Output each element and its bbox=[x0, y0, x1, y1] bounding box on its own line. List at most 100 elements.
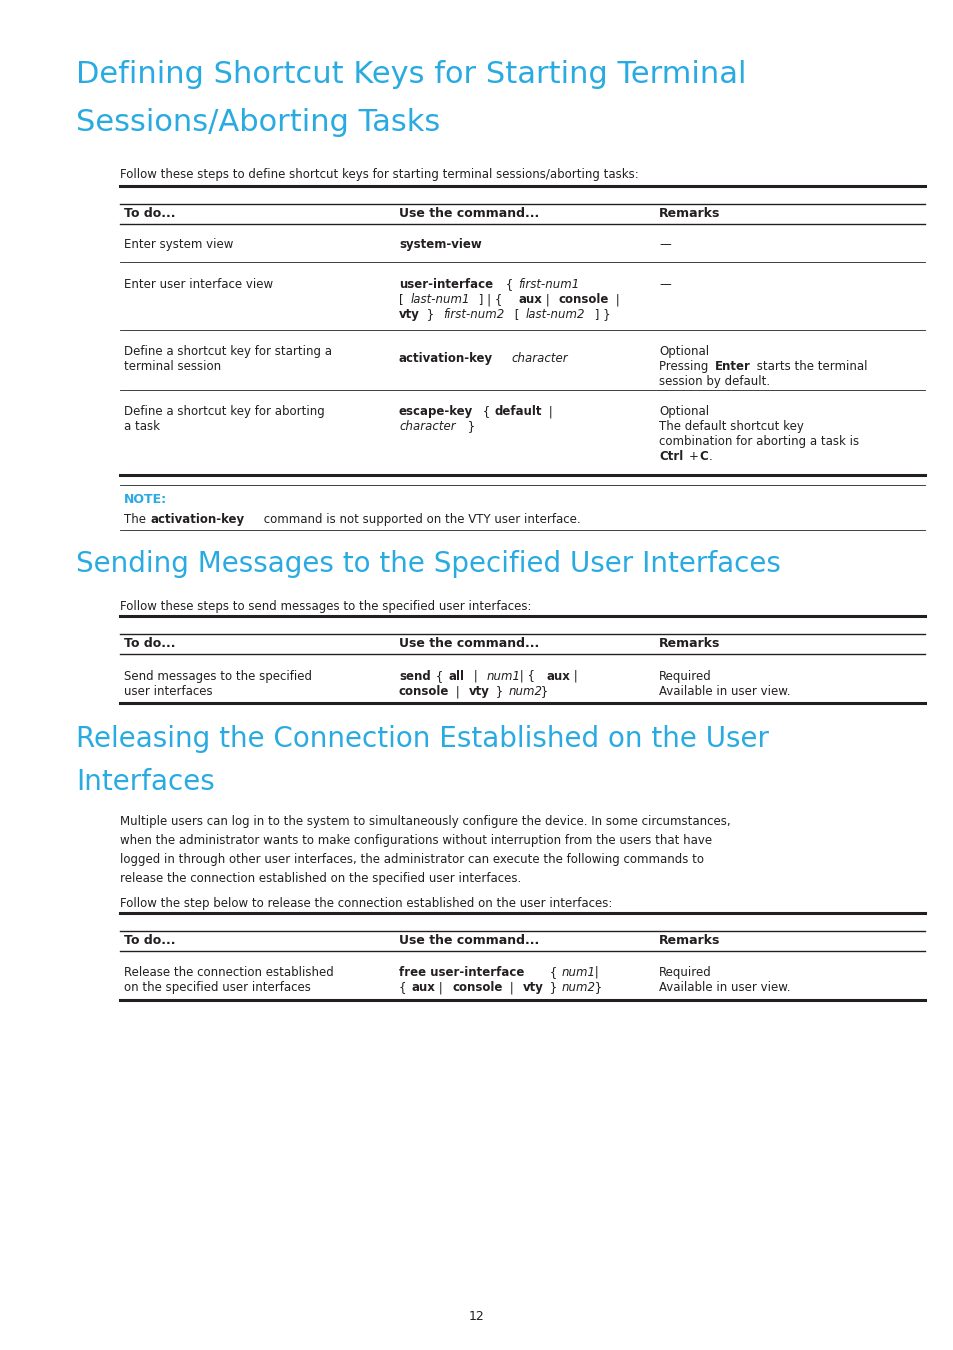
Text: Releasing the Connection Established on the User: Releasing the Connection Established on … bbox=[76, 725, 768, 753]
Text: console: console bbox=[398, 684, 449, 698]
Text: num1: num1 bbox=[561, 967, 596, 979]
Text: starts the terminal: starts the terminal bbox=[752, 360, 866, 373]
Text: ] | {: ] | { bbox=[475, 293, 506, 306]
Text: }: } bbox=[463, 420, 475, 433]
Text: +: + bbox=[688, 450, 699, 463]
Text: terminal session: terminal session bbox=[124, 360, 221, 373]
Text: Use the command...: Use the command... bbox=[398, 934, 538, 946]
Text: release the connection established on the specified user interfaces.: release the connection established on th… bbox=[120, 872, 520, 886]
Text: }: } bbox=[422, 308, 437, 321]
Text: aux: aux bbox=[546, 670, 570, 683]
Text: console: console bbox=[558, 293, 609, 306]
Text: Remarks: Remarks bbox=[659, 207, 720, 220]
Text: Sending Messages to the Specified User Interfaces: Sending Messages to the Specified User I… bbox=[76, 549, 781, 578]
Text: Multiple users can log in to the system to simultaneously configure the device. : Multiple users can log in to the system … bbox=[120, 815, 730, 828]
Text: }: } bbox=[590, 981, 601, 994]
Text: —: — bbox=[659, 278, 670, 292]
Text: —: — bbox=[659, 238, 670, 251]
Text: Enter user interface view: Enter user interface view bbox=[124, 278, 273, 292]
Text: first-num2: first-num2 bbox=[442, 308, 504, 321]
Text: {: { bbox=[545, 967, 560, 979]
Text: Follow the step below to release the connection established on the user interfac: Follow the step below to release the con… bbox=[120, 896, 612, 910]
Text: when the administrator wants to make configurations without interruption from th: when the administrator wants to make con… bbox=[120, 834, 711, 846]
Text: |: | bbox=[569, 670, 578, 683]
Text: To do...: To do... bbox=[124, 637, 175, 649]
Text: |: | bbox=[544, 405, 552, 418]
Text: ] }: ] } bbox=[590, 308, 610, 321]
Text: Define a shortcut key for aborting: Define a shortcut key for aborting bbox=[124, 405, 324, 418]
Text: Optional: Optional bbox=[659, 405, 708, 418]
Text: 12: 12 bbox=[469, 1310, 484, 1323]
Text: |: | bbox=[541, 293, 553, 306]
Text: [: [ bbox=[398, 293, 407, 306]
Text: The default shortcut key: The default shortcut key bbox=[659, 420, 803, 433]
Text: |: | bbox=[452, 684, 463, 698]
Text: .: . bbox=[708, 450, 712, 463]
Text: Remarks: Remarks bbox=[659, 637, 720, 649]
Text: vty: vty bbox=[398, 308, 419, 321]
Text: vty: vty bbox=[522, 981, 543, 994]
Text: Available in user view.: Available in user view. bbox=[659, 684, 790, 698]
Text: session by default.: session by default. bbox=[659, 375, 769, 387]
Text: Enter system view: Enter system view bbox=[124, 238, 233, 251]
Text: | {: | { bbox=[516, 670, 538, 683]
Text: NOTE:: NOTE: bbox=[124, 493, 167, 506]
Text: |: | bbox=[612, 293, 619, 306]
Text: Available in user view.: Available in user view. bbox=[659, 981, 790, 994]
Text: Use the command...: Use the command... bbox=[398, 637, 538, 649]
Text: |: | bbox=[505, 981, 517, 994]
Text: num2: num2 bbox=[561, 981, 596, 994]
Text: Sessions/Aborting Tasks: Sessions/Aborting Tasks bbox=[76, 108, 439, 136]
Text: To do...: To do... bbox=[124, 934, 175, 946]
Text: default: default bbox=[495, 405, 542, 418]
Text: [: [ bbox=[511, 308, 522, 321]
Text: Remarks: Remarks bbox=[659, 934, 720, 946]
Text: To do...: To do... bbox=[124, 207, 175, 220]
Text: command is not supported on the VTY user interface.: command is not supported on the VTY user… bbox=[260, 513, 580, 526]
Text: character: character bbox=[511, 352, 567, 365]
Text: aux: aux bbox=[412, 981, 436, 994]
Text: last-num2: last-num2 bbox=[525, 308, 585, 321]
Text: num2: num2 bbox=[509, 684, 542, 698]
Text: free user-interface: free user-interface bbox=[398, 967, 524, 979]
Text: |: | bbox=[435, 981, 446, 994]
Text: Required: Required bbox=[659, 967, 711, 979]
Text: Enter: Enter bbox=[714, 360, 750, 373]
Text: user-interface: user-interface bbox=[398, 278, 493, 292]
Text: Defining Shortcut Keys for Starting Terminal: Defining Shortcut Keys for Starting Term… bbox=[76, 59, 745, 89]
Text: num1: num1 bbox=[486, 670, 520, 683]
Text: Required: Required bbox=[659, 670, 711, 683]
Text: console: console bbox=[453, 981, 503, 994]
Text: a task: a task bbox=[124, 420, 160, 433]
Text: vty: vty bbox=[469, 684, 489, 698]
Text: {: { bbox=[478, 405, 494, 418]
Text: Use the command...: Use the command... bbox=[398, 207, 538, 220]
Text: logged in through other user interfaces, the administrator can execute the follo: logged in through other user interfaces,… bbox=[120, 853, 703, 865]
Text: C: C bbox=[699, 450, 707, 463]
Text: Interfaces: Interfaces bbox=[76, 768, 214, 796]
Text: |: | bbox=[590, 967, 598, 979]
Text: Ctrl: Ctrl bbox=[659, 450, 682, 463]
Text: on the specified user interfaces: on the specified user interfaces bbox=[124, 981, 311, 994]
Text: Follow these steps to send messages to the specified user interfaces:: Follow these steps to send messages to t… bbox=[120, 599, 531, 613]
Text: Pressing: Pressing bbox=[659, 360, 711, 373]
Text: first-num1: first-num1 bbox=[517, 278, 578, 292]
Text: aux: aux bbox=[518, 293, 542, 306]
Text: Define a shortcut key for starting a: Define a shortcut key for starting a bbox=[124, 346, 332, 358]
Text: |: | bbox=[470, 670, 481, 683]
Text: }: } bbox=[545, 981, 560, 994]
Text: Release the connection established: Release the connection established bbox=[124, 967, 334, 979]
Text: send: send bbox=[398, 670, 431, 683]
Text: {: { bbox=[398, 981, 410, 994]
Text: all: all bbox=[449, 670, 464, 683]
Text: activation-key: activation-key bbox=[151, 513, 245, 526]
Text: activation-key: activation-key bbox=[398, 352, 493, 365]
Text: Send messages to the specified: Send messages to the specified bbox=[124, 670, 312, 683]
Text: }: } bbox=[492, 684, 506, 698]
Text: Optional: Optional bbox=[659, 346, 708, 358]
Text: combination for aborting a task is: combination for aborting a task is bbox=[659, 435, 859, 448]
Text: {: { bbox=[432, 670, 447, 683]
Text: }: } bbox=[537, 684, 548, 698]
Text: The: The bbox=[124, 513, 150, 526]
Text: character: character bbox=[398, 420, 456, 433]
